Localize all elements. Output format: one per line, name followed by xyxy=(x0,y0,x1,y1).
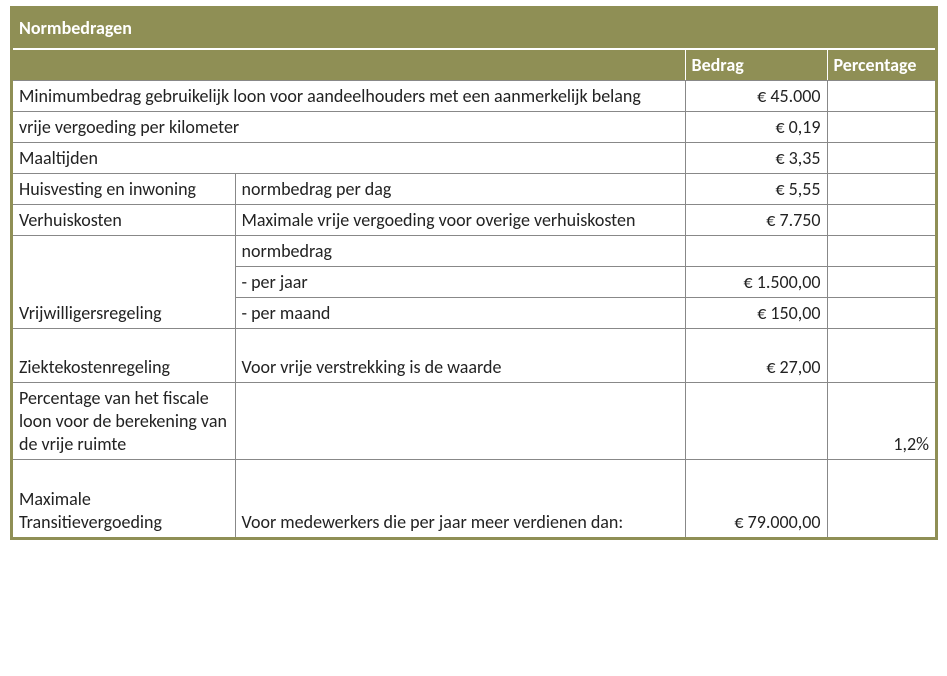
header-percentage: Percentage xyxy=(827,49,935,81)
transitie-percentage xyxy=(827,460,935,537)
vrijwilligers-per-maand-percentage xyxy=(827,298,935,329)
huisvesting-percentage xyxy=(827,174,935,205)
huisvesting-label: Huisvesting en inwoning xyxy=(13,174,235,205)
row-verhuiskosten: Verhuiskosten Maximale vrije vergoeding … xyxy=(13,205,935,236)
ziektekosten-label-text: Ziektekostenregeling xyxy=(19,356,170,378)
vrije-km-label: vrije vergoeding per kilometer xyxy=(13,112,685,143)
column-header-row: Bedrag Percentage xyxy=(13,49,935,81)
row-vrijwilligers-normbedrag: Vrijwilligersregeling normbedrag xyxy=(13,236,935,267)
maaltijden-percentage xyxy=(827,143,935,174)
verhuiskosten-bedrag: € 7.750 xyxy=(685,205,827,236)
transitie-label: Maximale Transitievergoeding xyxy=(13,460,235,537)
vrijwilligers-normbedrag-bedrag xyxy=(685,236,827,267)
title-row: Normbedragen xyxy=(13,9,935,49)
vrijwilligers-label: Vrijwilligersregeling xyxy=(13,236,235,329)
transitie-bedrag: € 79.000,00 xyxy=(685,460,827,537)
row-percentage-vrije-ruimte: Percentage van het fiscale loon voor de … xyxy=(13,383,935,460)
pvr-label: Percentage van het fiscale loon voor de … xyxy=(13,383,235,460)
row-minimumbedrag: Minimumbedrag gebruikelijk loon voor aan… xyxy=(13,81,935,112)
vrijwilligers-per-jaar-percentage xyxy=(827,267,935,298)
maaltijden-bedrag: € 3,35 xyxy=(685,143,827,174)
transitie-sub: Voor medewerkers die per jaar meer verdi… xyxy=(235,460,685,537)
vrije-km-percentage xyxy=(827,112,935,143)
row-huisvesting: Huisvesting en inwoning normbedrag per d… xyxy=(13,174,935,205)
verhuiskosten-percentage xyxy=(827,205,935,236)
vrije-km-bedrag: € 0,19 xyxy=(685,112,827,143)
row-vrije-km: vrije vergoeding per kilometer € 0,19 xyxy=(13,112,935,143)
pvr-bedrag xyxy=(685,383,827,460)
minimumbedrag-label: Minimumbedrag gebruikelijk loon voor aan… xyxy=(13,81,685,112)
table-title: Normbedragen xyxy=(13,9,935,49)
verhuiskosten-sub: Maximale vrije vergoeding voor overige v… xyxy=(235,205,685,236)
row-transitievergoeding: Maximale Transitievergoeding Voor medewe… xyxy=(13,460,935,537)
header-blank xyxy=(13,49,685,81)
ziektekosten-percentage xyxy=(827,329,935,383)
pvr-sub xyxy=(235,383,685,460)
vrijwilligers-per-maand-label: - per maand xyxy=(235,298,685,329)
row-maaltijden: Maaltijden € 3,35 xyxy=(13,143,935,174)
vrijwilligers-per-jaar-label: - per jaar xyxy=(235,267,685,298)
vrijwilligers-per-maand-bedrag: € 150,00 xyxy=(685,298,827,329)
ziektekosten-label: Ziektekostenregeling xyxy=(13,329,235,383)
verhuiskosten-label: Verhuiskosten xyxy=(13,205,235,236)
maaltijden-label: Maaltijden xyxy=(13,143,685,174)
minimumbedrag-bedrag: € 45.000 xyxy=(685,81,827,112)
huisvesting-sub: normbedrag per dag xyxy=(235,174,685,205)
header-bedrag: Bedrag xyxy=(685,49,827,81)
ziektekosten-sub: Voor vrije verstrekking is de waarde xyxy=(235,329,685,383)
pvr-percentage: 1,2% xyxy=(827,383,935,460)
normbedragen-table: Normbedragen Bedrag Percentage Minimumbe… xyxy=(13,9,935,537)
huisvesting-bedrag: € 5,55 xyxy=(685,174,827,205)
row-ziektekosten: Ziektekostenregeling Voor vrije verstrek… xyxy=(13,329,935,383)
vrijwilligers-per-jaar-bedrag: € 1.500,00 xyxy=(685,267,827,298)
ziektekosten-bedrag: € 27,00 xyxy=(685,329,827,383)
vrijwilligers-subheader: normbedrag xyxy=(235,236,685,267)
transitie-label-text: Maximale Transitievergoeding xyxy=(19,488,162,533)
minimumbedrag-percentage xyxy=(827,81,935,112)
vrijwilligers-normbedrag-percentage xyxy=(827,236,935,267)
